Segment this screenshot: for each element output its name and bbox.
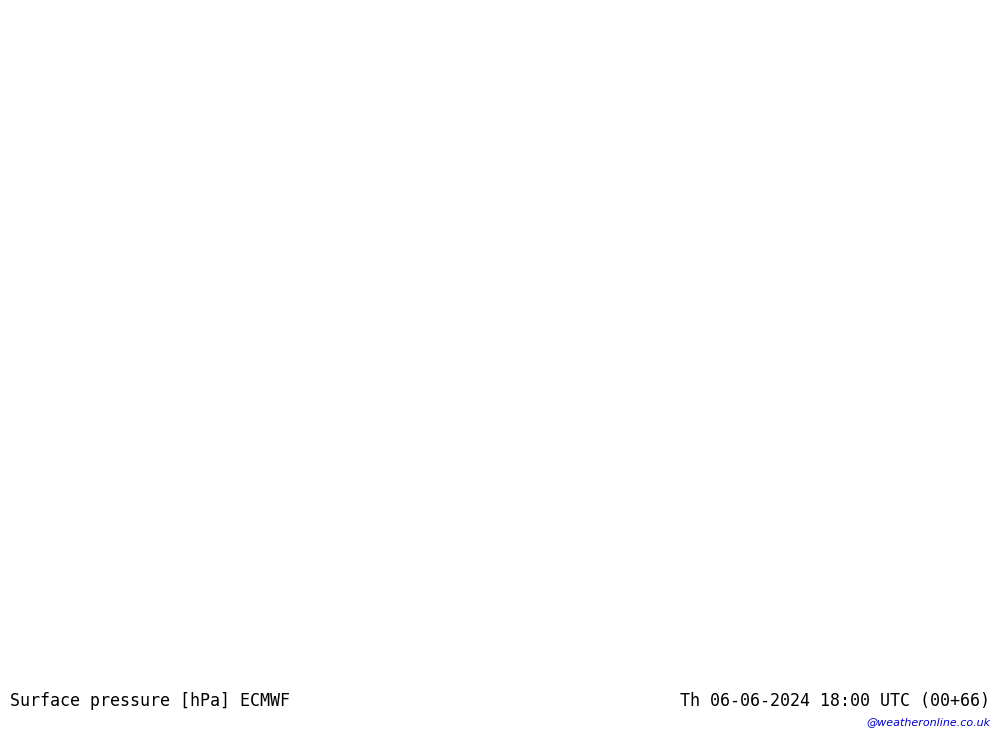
Text: @weatheronline.co.uk: @weatheronline.co.uk xyxy=(866,717,990,727)
Text: Surface pressure [hPa] ECMWF: Surface pressure [hPa] ECMWF xyxy=(10,692,290,710)
Text: Th 06-06-2024 18:00 UTC (00+66): Th 06-06-2024 18:00 UTC (00+66) xyxy=(680,692,990,710)
